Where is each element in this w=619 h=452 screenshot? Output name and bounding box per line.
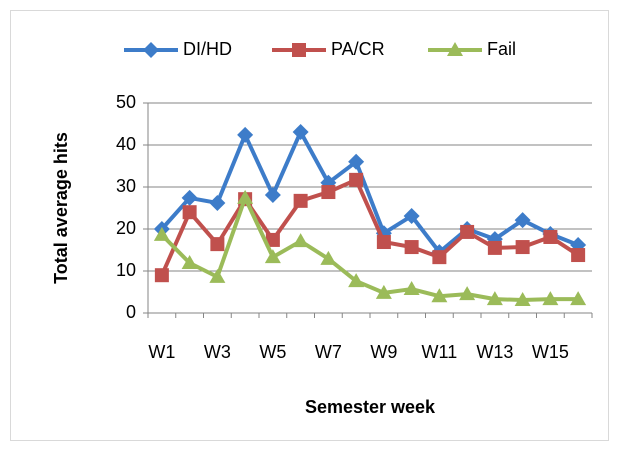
marker — [514, 291, 531, 306]
y-tick-label: 10 — [116, 260, 136, 280]
chart-frame — [10, 10, 609, 441]
x-tick-label: W9 — [370, 342, 397, 362]
marker — [543, 229, 558, 244]
y-tick-label: 0 — [126, 302, 136, 322]
series-line — [160, 177, 580, 277]
marker — [154, 268, 169, 283]
x-tick-label: W15 — [532, 342, 569, 362]
marker — [264, 249, 281, 264]
marker — [375, 284, 392, 299]
marker — [237, 189, 254, 204]
series-line — [160, 195, 579, 302]
x-tick-label: W7 — [315, 342, 342, 362]
marker — [292, 233, 309, 248]
marker — [153, 226, 170, 241]
x-axis-title: Semester week — [305, 397, 436, 417]
marker — [403, 281, 420, 296]
marker — [486, 291, 503, 306]
marker — [292, 43, 306, 57]
marker — [460, 224, 475, 239]
marker — [237, 126, 254, 143]
marker — [404, 240, 419, 255]
marker — [432, 250, 447, 265]
marker — [210, 237, 225, 252]
x-tick-label: W5 — [259, 342, 286, 362]
y-tick-label: 20 — [116, 218, 136, 238]
y-tick-label: 30 — [116, 176, 136, 196]
marker — [542, 291, 559, 306]
marker — [293, 193, 308, 208]
series — [154, 172, 586, 283]
marker — [349, 172, 364, 187]
y-tick-label: 40 — [116, 134, 136, 154]
legend-label: Fail — [487, 39, 516, 59]
marker — [431, 288, 448, 303]
marker — [459, 286, 476, 301]
marker — [264, 186, 281, 203]
marker — [181, 189, 198, 206]
series-line — [160, 129, 579, 255]
y-axis-title: Total average hits — [51, 132, 71, 284]
x-tick-label: W13 — [476, 342, 513, 362]
marker — [292, 123, 309, 140]
marker — [487, 240, 502, 255]
marker — [143, 42, 159, 58]
marker — [571, 248, 586, 263]
marker — [265, 232, 280, 247]
marker — [348, 153, 365, 170]
marker — [348, 273, 365, 288]
marker — [209, 194, 226, 211]
marker — [321, 185, 336, 200]
marker — [376, 235, 391, 250]
legend-label: DI/HD — [183, 39, 232, 59]
marker — [514, 212, 531, 229]
x-tick-label: W3 — [204, 342, 231, 362]
y-tick-label: 50 — [116, 92, 136, 112]
marker — [403, 207, 420, 224]
marker — [209, 268, 226, 283]
marker — [181, 255, 198, 270]
x-tick-label: W11 — [422, 342, 458, 362]
legend-label: PA/CR — [331, 39, 385, 59]
marker — [182, 205, 197, 220]
marker — [570, 291, 587, 306]
marker — [447, 42, 463, 56]
marker — [320, 250, 337, 265]
series — [153, 189, 587, 306]
x-tick-label: W1 — [148, 342, 175, 362]
marker — [515, 240, 530, 255]
